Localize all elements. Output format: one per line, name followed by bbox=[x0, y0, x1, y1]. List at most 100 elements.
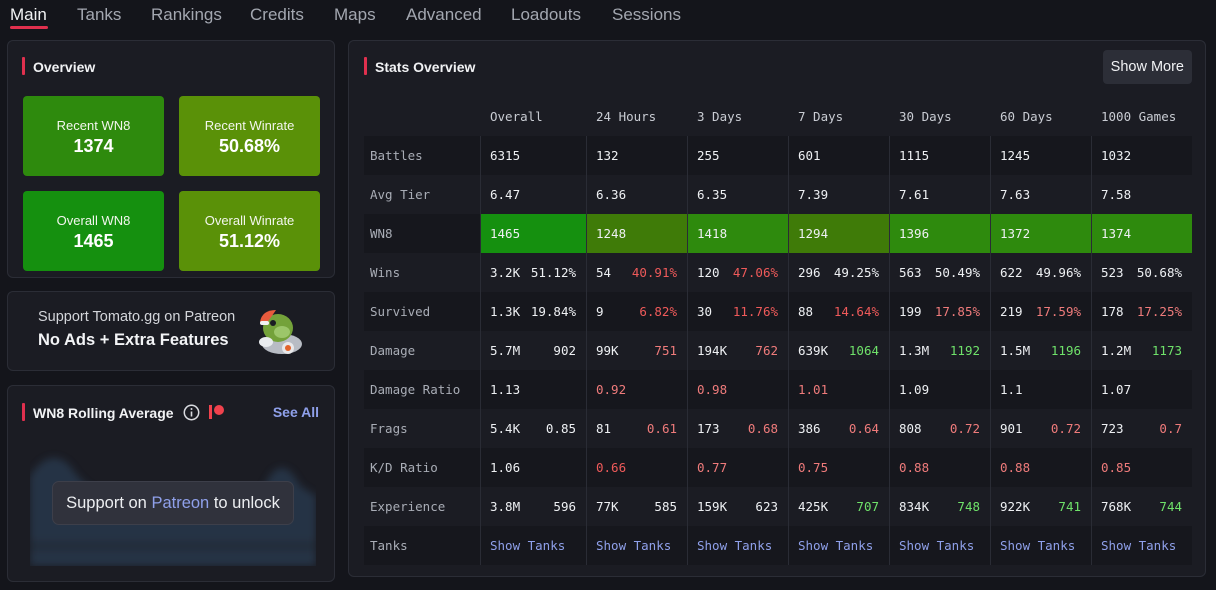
tab-advanced[interactable]: Advanced bbox=[406, 5, 482, 24]
stat-value: 1374 bbox=[1101, 226, 1132, 241]
title-accent bbox=[22, 57, 25, 75]
column-divider bbox=[586, 487, 587, 526]
column-divider bbox=[889, 136, 890, 175]
patreon-support-card[interactable]: Support Tomato.gg on Patreon No Ads + Ex… bbox=[7, 291, 335, 371]
stat-value: 88 bbox=[798, 304, 814, 319]
column-divider bbox=[480, 253, 481, 292]
wn8-cell-fill bbox=[990, 214, 1091, 253]
column-divider bbox=[687, 253, 688, 292]
column-divider bbox=[586, 526, 587, 565]
row-label: Tanks bbox=[370, 538, 408, 553]
stat-secondary-value: 47.06% bbox=[732, 265, 778, 280]
recent-wn8-tile: Recent WN8 1374 bbox=[23, 96, 164, 176]
column-divider bbox=[889, 448, 890, 487]
patreon-unlock-pill[interactable]: Support on Patreon to unlock bbox=[52, 481, 294, 525]
stat-secondary-value: 902 bbox=[553, 343, 576, 358]
show-tanks-link[interactable]: Show Tanks bbox=[1000, 538, 1076, 553]
stat-value: 1248 bbox=[596, 226, 627, 241]
tab-tanks[interactable]: Tanks bbox=[77, 5, 122, 24]
info-icon[interactable] bbox=[183, 404, 200, 421]
column-divider bbox=[1091, 526, 1092, 565]
table-row: Wins 3.2K 51.12% 54 40.91% 120 47.06% 296 49.25%… bbox=[364, 253, 1192, 292]
stat-value: 0.88 bbox=[1000, 460, 1031, 475]
show-more-button[interactable]: Show More bbox=[1102, 50, 1192, 84]
tab-maps[interactable]: Maps bbox=[334, 5, 376, 24]
tab-loadouts[interactable]: Loadouts bbox=[511, 5, 581, 24]
stat-value: 0.75 bbox=[798, 460, 829, 475]
stat-value: 523 bbox=[1101, 265, 1124, 280]
stats-overview-title: Stats Overview bbox=[375, 59, 476, 75]
tile-value: 50.68% bbox=[218, 136, 281, 156]
stat-value: 768K bbox=[1101, 499, 1132, 514]
show-tanks-link[interactable]: Show Tanks bbox=[1101, 538, 1177, 553]
show-tanks-link[interactable]: Show Tanks bbox=[899, 538, 975, 553]
stat-secondary-value: 1196 bbox=[1050, 343, 1081, 358]
show-tanks-link[interactable]: Show Tanks bbox=[798, 538, 874, 553]
column-header: 60 Days bbox=[1000, 109, 1053, 124]
wn8-cell-fill bbox=[1091, 214, 1192, 253]
show-tanks-link[interactable]: Show Tanks bbox=[697, 538, 773, 553]
column-divider bbox=[990, 448, 991, 487]
column-divider bbox=[586, 214, 587, 253]
stat-value: 1396 bbox=[899, 226, 930, 241]
column-header: 7 Days bbox=[798, 109, 844, 124]
column-divider bbox=[480, 292, 481, 331]
tile-value: 1465 bbox=[73, 231, 114, 251]
stat-value: 6.35 bbox=[697, 187, 728, 202]
stat-value: 9 bbox=[596, 304, 604, 319]
table-row: Avg Tier 6.47 6.36 6.35 7.39 7.61 7.63 7.58 bbox=[364, 175, 1192, 214]
stat-secondary-value: 17.25% bbox=[1136, 304, 1182, 319]
stat-value: 601 bbox=[798, 148, 821, 163]
patreon-link[interactable]: Patreon bbox=[151, 494, 210, 512]
tab-main[interactable]: Main bbox=[10, 5, 47, 24]
column-header: 30 Days bbox=[899, 109, 952, 124]
column-divider bbox=[990, 253, 991, 292]
column-divider bbox=[586, 253, 587, 292]
tab-credits[interactable]: Credits bbox=[250, 5, 304, 24]
stat-secondary-value: 1064 bbox=[848, 343, 879, 358]
stat-secondary-value: 6.82% bbox=[639, 304, 677, 319]
table-row: Damage 5.7M 902 99K 751 194K 762 639K 1064 1.3M 11… bbox=[364, 331, 1192, 370]
row-label: Survived bbox=[370, 304, 431, 319]
row-label: Wins bbox=[370, 265, 401, 280]
stat-value: 6315 bbox=[490, 148, 521, 163]
column-divider bbox=[889, 253, 890, 292]
column-divider bbox=[480, 526, 481, 565]
stat-value: 1418 bbox=[697, 226, 728, 241]
column-divider bbox=[687, 409, 688, 448]
patreon-support-text: Support Tomato.gg on Patreon bbox=[38, 309, 236, 325]
column-divider bbox=[586, 448, 587, 487]
column-divider bbox=[1091, 136, 1092, 175]
stat-value: 1.01 bbox=[798, 382, 829, 397]
wn8-rolling-average-card: WN8 Rolling Average See All Support on P… bbox=[7, 385, 335, 582]
tab-sessions[interactable]: Sessions bbox=[612, 5, 681, 24]
column-divider bbox=[687, 487, 688, 526]
column-divider bbox=[889, 409, 890, 448]
stat-value: 54 bbox=[596, 265, 612, 280]
column-divider bbox=[990, 526, 991, 565]
show-tanks-link[interactable]: Show Tanks bbox=[596, 538, 672, 553]
column-divider bbox=[687, 175, 688, 214]
column-divider bbox=[889, 214, 890, 253]
stat-value: 1.2M bbox=[1101, 343, 1132, 358]
show-tanks-link[interactable]: Show Tanks bbox=[490, 538, 566, 553]
column-divider bbox=[889, 175, 890, 214]
column-divider bbox=[687, 292, 688, 331]
column-divider bbox=[889, 370, 890, 409]
stat-secondary-value: 0.61 bbox=[646, 421, 677, 436]
row-label: Avg Tier bbox=[370, 187, 431, 202]
stat-secondary-value: 596 bbox=[553, 499, 576, 514]
tab-rankings[interactable]: Rankings bbox=[151, 5, 222, 24]
unlock-prefix: Support on bbox=[66, 494, 152, 512]
stat-secondary-value: 748 bbox=[957, 499, 980, 514]
stat-value: 808 bbox=[899, 421, 922, 436]
stat-value: 1372 bbox=[1000, 226, 1031, 241]
stat-value: 0.88 bbox=[899, 460, 930, 475]
stat-value: 30 bbox=[697, 304, 713, 319]
stat-value: 199 bbox=[899, 304, 922, 319]
stat-secondary-value: 50.49% bbox=[934, 265, 980, 280]
stat-value: 1.1 bbox=[1000, 382, 1023, 397]
see-all-link[interactable]: See All bbox=[272, 404, 319, 420]
stats-overview-card: Stats Overview Show More Overall 24 Hours… bbox=[348, 40, 1206, 577]
column-divider bbox=[788, 253, 789, 292]
